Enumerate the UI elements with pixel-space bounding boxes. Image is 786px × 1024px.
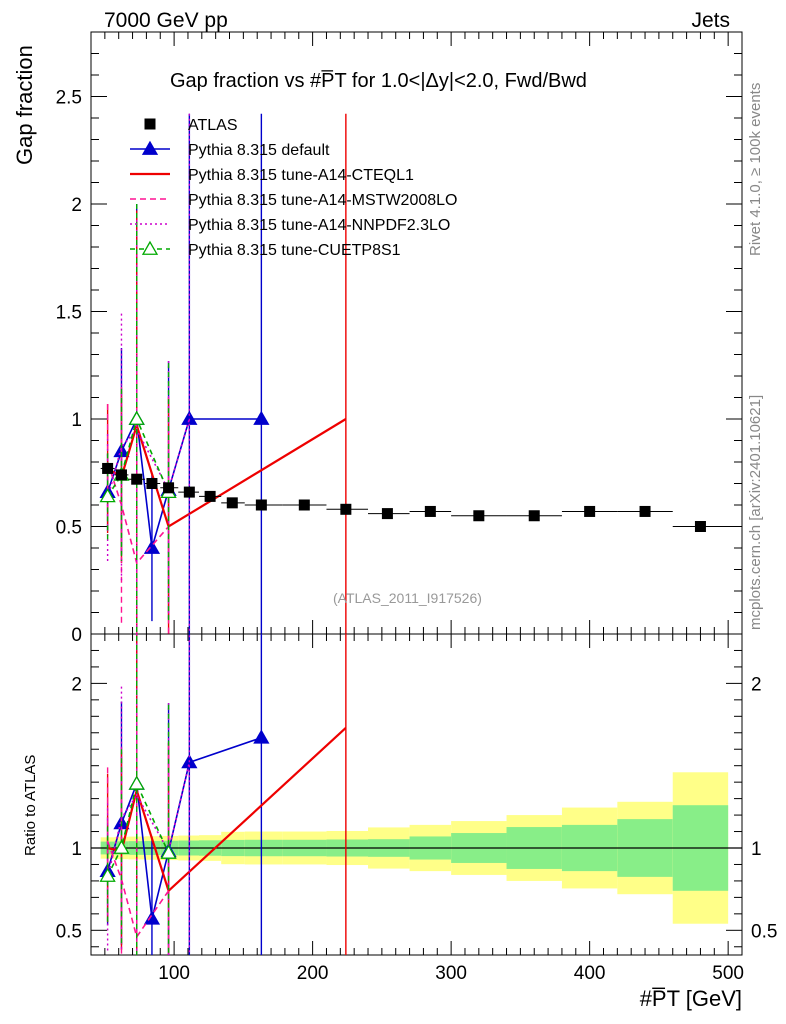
legend-series-3-label: Pythia 8.315 tune-A14-NNPDF2.3LO [188,217,450,234]
atlas-data-point [381,508,393,520]
ratio-y-tick-label-right: 0.5 [751,921,777,942]
legend-series-0-label: Pythia 8.315 default [188,142,330,159]
atlas-data-point [694,521,706,532]
axis-ticks [91,32,742,955]
x-tick-label: 100 [158,963,190,984]
atlas-data-point [255,499,267,511]
category-label: Jets [691,9,730,32]
x-tick-label: 500 [712,963,744,984]
series-4-marker [128,775,145,790]
atlas-data-point [226,497,238,509]
series-0-marker [253,410,270,425]
series-3-line [106,762,191,878]
atlas-data-point [131,473,143,485]
y-axis-label: Gap fraction [12,45,37,165]
y-tick-label: 0.5 [56,518,82,539]
atlas-data-point [163,482,175,494]
legend-series-0-marker [141,140,159,155]
legend-atlas-label: ATLAS [188,117,238,134]
atlas-data-point [340,503,352,515]
x-axis-label: #P̅T [GeV] [639,986,742,1011]
atlas-data-point [298,499,310,511]
x-tick-label: 400 [574,963,606,984]
y-tick-label: 2.5 [56,88,82,109]
ratio-y-tick-label: 0.5 [56,921,82,942]
atlas-data-point [424,505,436,517]
legend-atlas-marker [144,118,156,130]
y-tick-label-zero: 0 [71,625,82,646]
ratio-y-tick-label: 2 [71,674,82,695]
series-1-line [107,727,347,893]
mcplots-label: mcplots.cern.ch [arXiv:2401.10621] [747,394,764,630]
legend-series-4-label: Pythia 8.315 tune-CUETP8S1 [188,242,401,259]
atlas-data-point [473,510,485,522]
rivet-version-label: Rivet 4.1.0, ≥ 100k events [747,82,764,256]
series-0-marker [253,729,270,744]
atlas-data-point [146,478,158,489]
ratio-y-tick-label-right: 2 [751,674,762,695]
energy-label: 7000 GeV pp [104,9,228,32]
atlas-data-points [100,462,729,532]
ratio-axis-label: Ratio to ATLAS [22,754,39,856]
atlas-data-point [639,505,651,517]
ratio-panel-series [99,634,347,955]
series-4-line [106,416,170,497]
legend-series-1-label: Pythia 8.315 tune-A14-CTEQL1 [188,167,414,184]
y-tick-label: 1.5 [56,303,82,324]
series-4-marker [128,410,145,425]
series-4-marker [99,488,116,503]
analysis-id: (ATLAS_2011_I917526) [333,590,482,606]
series-4-marker [113,839,130,854]
atlas-data-point [584,505,596,517]
ratio-y-tick-label-right: 1 [751,839,762,860]
ratio-panel-frame [90,633,743,956]
tick-labels: 100 200 300 400 500 0.5 1 1.5 2 2.5 0 0.5 0.5 1 1 2 2 [56,88,778,985]
atlas-data-point [115,469,127,481]
y-tick-label: 2 [71,195,82,216]
legend: ATLAS Pythia 8.315 default Pythia 8.315 tu… [130,117,457,259]
ratio-uncertainty-bands [91,772,742,924]
atlas-data-point [528,510,540,522]
atlas-data-point [102,462,114,474]
series-2-line [106,841,170,939]
atlas-data-point [204,490,216,502]
x-tick-label: 200 [297,963,329,984]
series-4-marker [160,844,177,859]
x-tick-label: 300 [435,963,467,984]
series-4-line [106,781,170,877]
series-4-marker [99,867,116,882]
series-0-marker [143,910,161,925]
atlas-data-point [183,486,195,498]
legend-series-4-marker [141,240,159,255]
ratio-y-tick-label: 1 [71,839,82,860]
legend-series-2-label: Pythia 8.315 tune-A14-MSTW2008LO [188,192,457,209]
series-2-line [106,461,170,565]
plot-title: Gap fraction vs #P̅T for 1.0<|Δy|<2.0, F… [170,70,587,92]
y-tick-label: 1 [71,410,82,431]
